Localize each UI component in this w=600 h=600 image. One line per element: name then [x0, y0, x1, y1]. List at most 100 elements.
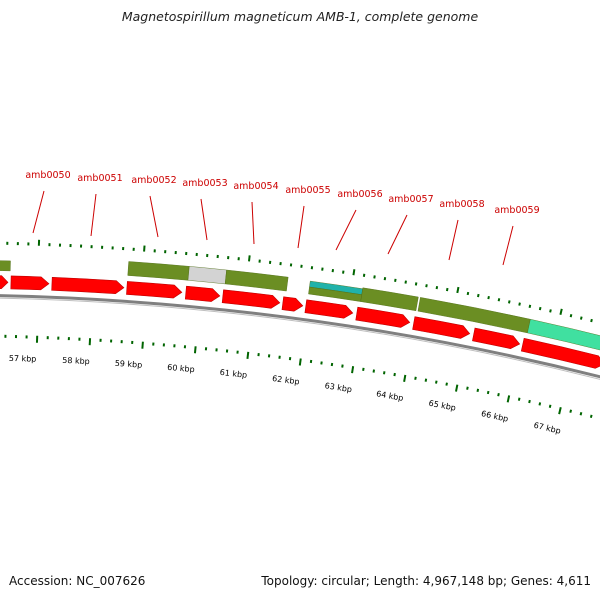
gene-leader-line — [251, 201, 255, 245]
inner-tick — [476, 388, 480, 393]
outer-tick — [248, 255, 251, 262]
inner-tick — [589, 414, 593, 419]
outer-tick — [477, 293, 480, 298]
outer-tick — [466, 291, 470, 296]
ruler-label: 59 kbp — [114, 359, 142, 370]
gene-leader-line — [448, 219, 459, 261]
inner-tick — [517, 397, 521, 401]
inner-tick — [414, 376, 417, 380]
accession-label: Accession: NC_007626 — [9, 574, 146, 588]
gene-label: amb0054 — [233, 181, 278, 192]
cds-arrow — [412, 316, 471, 339]
outer-tick — [549, 309, 552, 313]
outer-tick — [528, 304, 532, 309]
cds-arrow — [126, 281, 183, 299]
inner-tick — [393, 372, 396, 377]
inner-tick — [246, 351, 250, 359]
gene-label: amb0055 — [285, 185, 330, 196]
ruler-label: 67 kbp — [533, 421, 562, 436]
ruler-label: 66 kbp — [480, 409, 509, 424]
cds-arrow — [281, 296, 304, 312]
gene-leader-line — [149, 195, 159, 238]
ruler-label: 65 kbp — [428, 399, 457, 413]
outer-tick — [487, 295, 490, 300]
outer-tick — [497, 298, 501, 302]
inner-tick — [486, 390, 490, 395]
outer-tick — [518, 302, 521, 306]
gene-label: amb0053 — [182, 178, 227, 189]
feature-block-aquamarine — [527, 319, 600, 351]
ruler-label: 62 kbp — [272, 374, 300, 387]
gene-label: amb0056 — [337, 189, 382, 200]
map-title: Magnetospirillum magneticum AMB-1, compl… — [121, 9, 479, 24]
gene-leader-line — [32, 190, 45, 234]
gene-leader-line — [335, 209, 357, 251]
inner-tick — [424, 378, 428, 382]
outer-tick — [404, 280, 407, 284]
gene-label: amb0050 — [25, 170, 70, 181]
outer-tick — [579, 316, 583, 320]
genome-summary: Topology: circular; Length: 4,967,148 bp… — [261, 574, 591, 588]
cds-arrow — [51, 276, 125, 294]
outer-tick — [507, 300, 511, 304]
inner-tick — [558, 407, 562, 415]
backbone-inner-line — [0, 297, 600, 380]
inner-tick — [382, 371, 386, 375]
gene-label: amb0052 — [131, 175, 176, 186]
outer-tick — [414, 282, 418, 286]
cds-arrow — [355, 306, 411, 328]
inner-tick — [445, 382, 448, 386]
ruler-label: 60 kbp — [167, 363, 195, 374]
inner-tick — [538, 402, 542, 406]
ruler-label: 63 kbp — [324, 381, 353, 394]
feature-block-gray — [187, 266, 227, 285]
gene-leader-line — [200, 198, 208, 241]
inner-tick — [141, 341, 144, 349]
ruler-label: 64 kbp — [375, 389, 404, 403]
ruler-label: 58 kbp — [62, 356, 90, 366]
cds-arrow — [0, 275, 9, 289]
backbone-circle — [0, 294, 600, 379]
cds-arrow — [10, 275, 50, 291]
feature-block-olive — [0, 260, 11, 272]
inner-tick — [351, 366, 355, 374]
inner-tick — [548, 404, 552, 408]
cds-arrow — [184, 285, 221, 302]
outer-tick — [590, 318, 593, 323]
outer-tick — [456, 286, 460, 294]
inner-tick — [506, 395, 511, 403]
gene-leader-line — [90, 193, 97, 237]
outer-tick — [538, 306, 542, 311]
feature-block-olive — [127, 261, 190, 281]
inner-tick — [579, 412, 583, 416]
cds-arrow — [221, 289, 281, 309]
gene-leader-line — [387, 214, 408, 255]
feature-block-olive — [224, 269, 289, 292]
inner-tick — [569, 409, 573, 413]
gene-leader-line — [297, 205, 305, 249]
cds-arrow — [472, 327, 521, 349]
gene-label: amb0058 — [439, 199, 484, 210]
gene-label: amb0059 — [494, 205, 539, 216]
outer-tick — [445, 287, 449, 292]
inner-tick — [435, 380, 438, 384]
feature-block-olive — [360, 287, 419, 312]
inner-tick — [403, 374, 407, 382]
gene-leader-line — [502, 225, 514, 266]
inner-tick — [466, 386, 469, 390]
gene-label: amb0057 — [388, 194, 433, 205]
outer-tick — [435, 285, 439, 290]
ruler-label: 61 kbp — [219, 368, 247, 380]
outer-tick — [425, 284, 428, 288]
ruler-label: 57 kbp — [9, 354, 37, 364]
cds-arrow — [304, 299, 354, 319]
outer-tick — [559, 308, 563, 315]
inner-tick — [455, 384, 459, 392]
inner-tick — [497, 393, 500, 397]
inner-tick — [193, 346, 197, 354]
gene-label: amb0051 — [77, 173, 122, 184]
outer-tick — [352, 269, 356, 276]
inner-tick — [298, 358, 302, 366]
outer-tick — [569, 313, 573, 318]
